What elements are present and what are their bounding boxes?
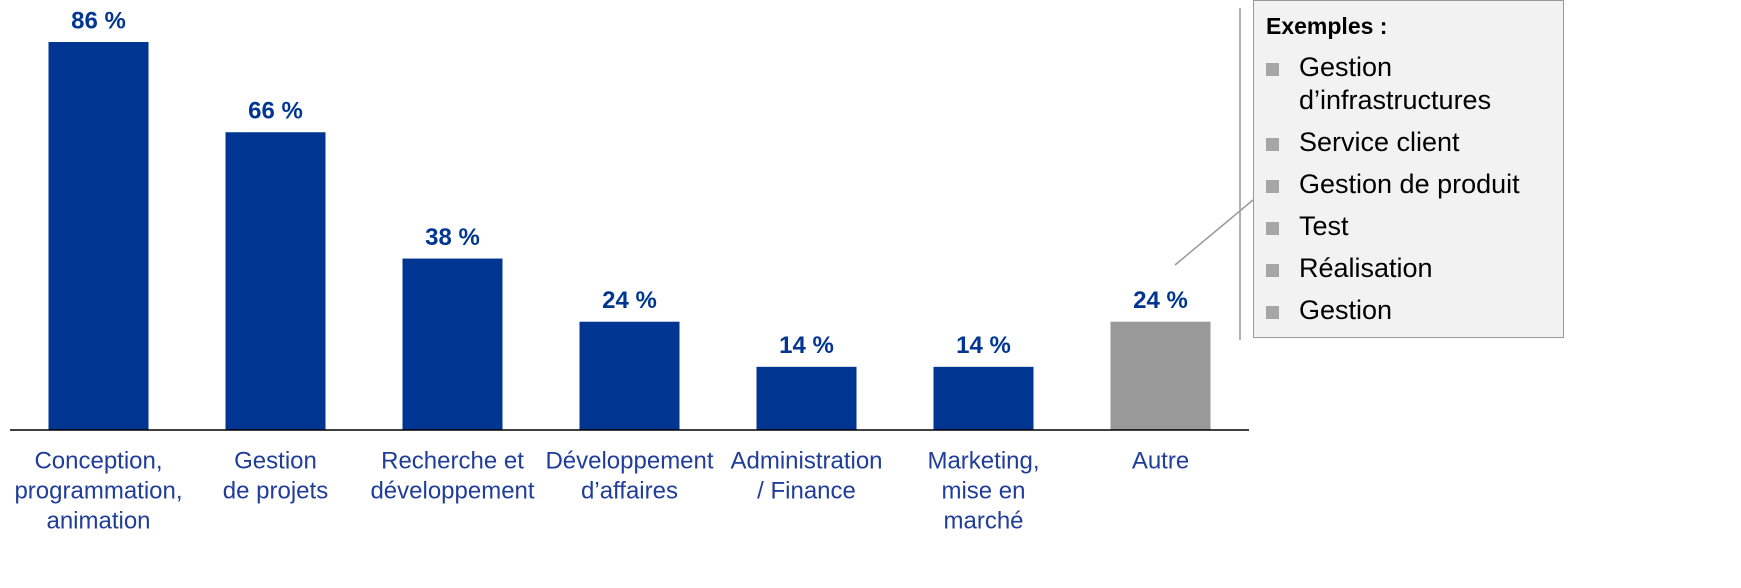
- bar: [756, 366, 857, 430]
- value-label: 38 %: [425, 224, 480, 251]
- x-tick-label: Développement: [545, 447, 713, 474]
- x-tick-label: de projets: [223, 477, 328, 504]
- x-tick-label: Recherche et: [381, 447, 524, 474]
- bar: [933, 366, 1034, 430]
- bar: [48, 42, 149, 430]
- x-tick-label: programmation,: [14, 477, 182, 504]
- callout-title: Exemples :: [1266, 13, 1388, 39]
- x-tick-label: Conception,: [34, 447, 162, 474]
- value-label: 86 %: [71, 7, 126, 34]
- bar: [402, 258, 503, 430]
- x-tick-label: Autre: [1132, 447, 1189, 474]
- bar: [225, 132, 326, 431]
- bar: [1110, 321, 1211, 430]
- value-label: 66 %: [248, 98, 303, 125]
- callout-list: Gestion d’infrastructures Service client G…: [1266, 51, 1558, 336]
- callout-item: Réalisation: [1266, 252, 1558, 285]
- x-tick-label: développement: [370, 477, 534, 504]
- callout-item: Gestion de produit: [1266, 168, 1558, 201]
- x-tick-label: Gestion: [234, 447, 317, 474]
- callout-item: Gestion d’infrastructures: [1266, 51, 1558, 117]
- value-label: 24 %: [1133, 287, 1188, 314]
- callout-connector: [1174, 199, 1254, 266]
- x-tick-label: / Finance: [757, 477, 856, 504]
- value-label: 14 %: [956, 332, 1011, 359]
- value-label: 14 %: [779, 332, 834, 359]
- x-tick-label: animation: [46, 507, 150, 534]
- value-label: 24 %: [602, 287, 657, 314]
- x-tick-label: Administration: [730, 447, 882, 474]
- callout-item: Gestion: [1266, 294, 1558, 327]
- x-tick-label: d’affaires: [581, 477, 678, 504]
- callout-item: Test: [1266, 210, 1558, 243]
- callout-item: Service client: [1266, 126, 1558, 159]
- bar: [579, 321, 680, 430]
- x-tick-label: Marketing,: [927, 447, 1039, 474]
- x-tick-label: marché: [943, 507, 1023, 534]
- callout: Exemples : Gestion d’infrastructures Serv…: [1253, 0, 1564, 338]
- x-tick-label: mise en: [941, 477, 1025, 504]
